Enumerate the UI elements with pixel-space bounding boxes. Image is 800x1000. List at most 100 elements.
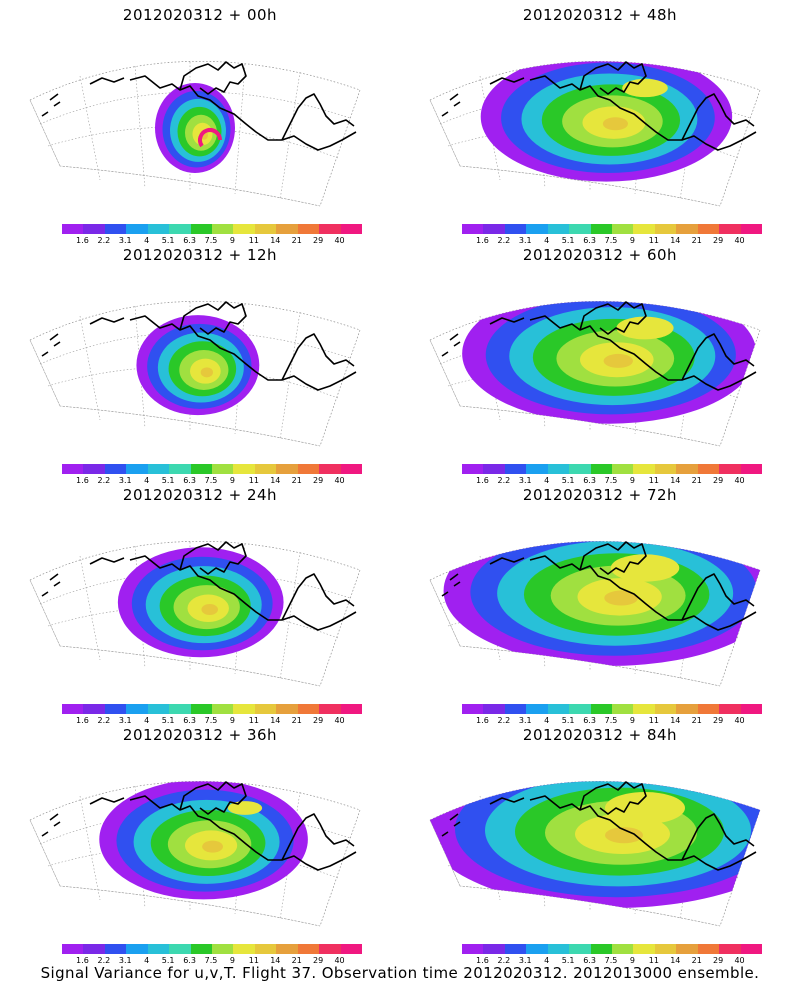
colorbar-swatch xyxy=(633,704,656,714)
colorbar-tick-label: 9 xyxy=(229,236,235,245)
colorbar-tick-label: 3.1 xyxy=(118,476,132,485)
colorbar-swatch xyxy=(654,224,677,234)
colorbar-swatch xyxy=(147,944,170,954)
colorbar-swatch xyxy=(590,464,613,474)
polar-stereographic-map xyxy=(29,781,361,927)
colorbar-swatch xyxy=(297,944,320,954)
polar-stereographic-map xyxy=(29,541,361,687)
colorbar-swatch xyxy=(697,704,720,714)
colorbar-tick-label: 4 xyxy=(144,476,150,485)
colorbar-swatch xyxy=(297,224,320,234)
colorbar-tick-label: 3.1 xyxy=(518,716,532,725)
colorbar-tick-label: 29 xyxy=(713,956,724,965)
colorbar-tick-label: 29 xyxy=(313,956,324,965)
polar-stereographic-map xyxy=(429,781,761,927)
colorbar-swatch xyxy=(190,464,213,474)
colorbar-tick-label: 11 xyxy=(648,236,659,245)
colorbar-swatch xyxy=(697,224,720,234)
colorbar-tick-label: 2.2 xyxy=(497,716,511,725)
colorbar-tick-label: 1.6 xyxy=(476,236,489,245)
colorbar-swatch xyxy=(169,464,192,474)
colorbar-swatch xyxy=(612,944,634,954)
signal-variance-field xyxy=(99,781,308,900)
colorbar-tick-label: 6.3 xyxy=(183,476,196,485)
signal-variance-field xyxy=(430,781,760,908)
panel-title: 2012020312 + 12h xyxy=(122,246,278,264)
colorbar-tick-label: 3.1 xyxy=(518,236,532,245)
colorbar-swatch xyxy=(212,224,234,234)
colorbar-swatch xyxy=(297,704,320,714)
colorbar-swatch xyxy=(233,464,256,474)
colorbar-swatch xyxy=(104,224,127,234)
colorbar-swatch xyxy=(462,704,484,714)
colorbar-tick-label: 11 xyxy=(648,956,659,965)
colorbar-swatch xyxy=(719,224,742,234)
colorbar-tick-label: 2.2 xyxy=(497,956,511,965)
colorbar-swatch xyxy=(254,704,277,714)
colorbar-swatch xyxy=(169,224,192,234)
colorbar-tick-label: 9 xyxy=(229,476,235,485)
colorbar-tick-label: 5.1 xyxy=(161,236,175,245)
colorbar-swatch xyxy=(547,944,570,954)
colorbar-swatch xyxy=(83,224,106,234)
colorbar-swatch xyxy=(569,224,592,234)
colorbar-swatch xyxy=(719,944,742,954)
panel-title: 2012020312 + 72h xyxy=(522,486,678,504)
colorbar-swatch xyxy=(740,224,763,234)
colorbar-swatch xyxy=(504,704,527,714)
colorbar-tick-label: 14 xyxy=(670,236,681,245)
colorbar-swatch xyxy=(676,224,699,234)
colorbar-tick-label: 7.5 xyxy=(604,716,618,725)
colorbar-tick-label: 2.2 xyxy=(97,236,111,245)
colorbar-swatch xyxy=(462,944,484,954)
colorbar-swatch xyxy=(126,464,149,474)
colorbar-swatch xyxy=(340,944,363,954)
colorbar-swatch xyxy=(740,944,763,954)
colorbar-tick-label: 21 xyxy=(291,476,302,485)
polar-stereographic-map xyxy=(29,301,361,447)
colorbar-tick-label: 11 xyxy=(248,956,259,965)
colorbar-swatch xyxy=(169,704,192,714)
colorbar-tick-label: 7.5 xyxy=(204,476,218,485)
colorbar: 1.6 2.2 3.1 4 5.1 6.3 7.5 9 11 14 21 29 40 xyxy=(62,704,363,725)
colorbar-tick-label: 29 xyxy=(713,476,724,485)
colorbar-tick-label: 5.1 xyxy=(561,236,575,245)
coastline xyxy=(41,541,357,631)
colorbar-swatch xyxy=(526,224,549,234)
colorbar-tick-label: 1.6 xyxy=(476,716,489,725)
colorbar: 1.6 2.2 3.1 4 5.1 6.3 7.5 9 11 14 21 29 40 xyxy=(62,224,363,245)
colorbar-swatch xyxy=(483,704,506,714)
signal-variance-field xyxy=(480,61,733,182)
colorbar-swatch xyxy=(319,704,342,714)
polar-stereographic-map xyxy=(29,61,361,207)
colorbar: 1.6 2.2 3.1 4 5.1 6.3 7.5 9 11 14 21 29 40 xyxy=(462,464,763,485)
colorbar-swatch xyxy=(483,224,506,234)
colorbar-swatch xyxy=(62,464,84,474)
colorbar-tick-label: 2.2 xyxy=(497,476,511,485)
colorbar-swatch xyxy=(462,224,484,234)
colorbar-tick-label: 7.5 xyxy=(204,956,218,965)
colorbar-tick-label: 40 xyxy=(734,956,745,965)
colorbar-swatch xyxy=(612,224,634,234)
colorbar-swatch xyxy=(547,464,570,474)
map-panel-36h: 2012020312 + 36h 1.6 2.2 3.1 4 5.1 6.3 7.5 9 11 14… xyxy=(0,720,400,965)
colorbar-tick-label: 14 xyxy=(270,236,281,245)
colorbar-swatch xyxy=(569,464,592,474)
map-panel-24h: 2012020312 + 24h 1.6 2.2 3.1 4 5.1 6.3 7.5 9 11 14… xyxy=(0,480,400,725)
colorbar-tick-label: 14 xyxy=(270,716,281,725)
colorbar-tick-label: 9 xyxy=(629,716,635,725)
colorbar-swatch xyxy=(740,464,763,474)
colorbar-swatch xyxy=(104,704,127,714)
coastline xyxy=(441,61,757,151)
colorbar-tick-label: 40 xyxy=(334,716,345,725)
colorbar-tick-label: 9 xyxy=(229,716,235,725)
colorbar-swatch xyxy=(233,704,256,714)
colorbar-tick-label: 7.5 xyxy=(604,236,618,245)
colorbar-swatch xyxy=(190,224,213,234)
colorbar-tick-label: 1.6 xyxy=(76,476,89,485)
colorbar-swatch xyxy=(126,704,149,714)
colorbar-tick-label: 21 xyxy=(691,236,702,245)
coastline xyxy=(41,61,357,151)
colorbar-swatch xyxy=(147,464,170,474)
colorbar-swatch xyxy=(526,464,549,474)
